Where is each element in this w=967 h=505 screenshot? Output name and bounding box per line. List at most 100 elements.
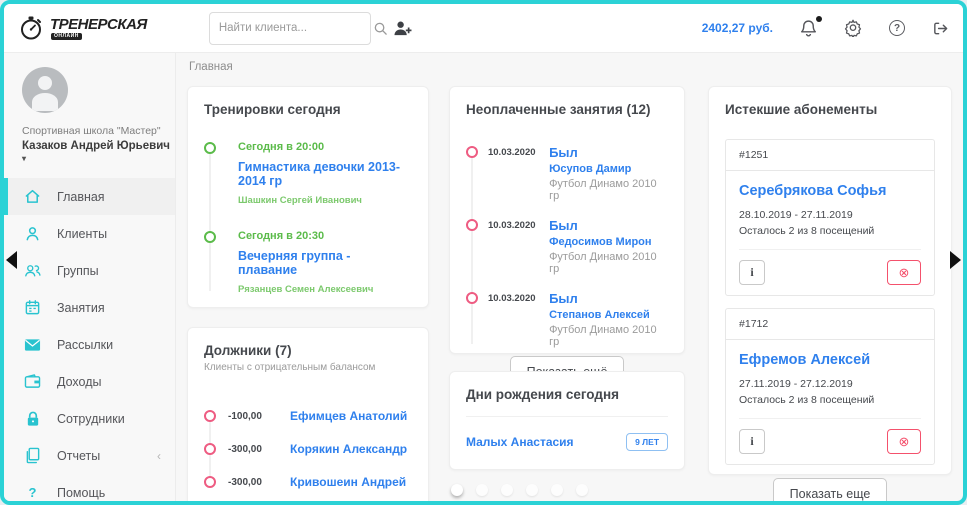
status-dot-green [204, 231, 216, 243]
subscription-number: #1712 [726, 309, 934, 340]
cancel-subscription-button[interactable]: ⊗ [886, 260, 921, 285]
circle-x-icon: ⊗ [898, 265, 910, 280]
sidebar-item-income[interactable]: Доходы [4, 363, 175, 400]
sidebar-item-groups[interactable]: Группы [4, 252, 175, 289]
people-icon [24, 262, 41, 279]
expired-subscriptions-card: Истекшие абонементы #1251 Серебрякова Со… [708, 86, 952, 501]
sidebar-item-staff[interactable]: Сотрудники [4, 400, 175, 437]
owner-name: Казаков Андрей Юрьевич [22, 140, 170, 152]
trainer-name: Рязанцев Семен Алексеевич [238, 284, 374, 295]
notification-dot [816, 16, 822, 22]
debt-amount: -300,00 [228, 443, 262, 455]
avatar[interactable] [22, 67, 68, 113]
home-icon [24, 188, 41, 205]
training-group-link[interactable]: Вечерняя группа - плавание [238, 249, 351, 277]
training-group-link[interactable]: Гимнастика девочки 2013-2014 гр [238, 160, 401, 188]
client-link[interactable]: Юсупов Дамир [549, 163, 632, 175]
sidebar: Спортивная школа "Мастер" Казаков Андрей… [4, 53, 176, 501]
status-dot-pink [204, 443, 216, 455]
breadcrumb: Главная [189, 61, 233, 73]
lesson-date: 10.03.2020 [487, 293, 536, 304]
documents-icon [24, 447, 41, 464]
attendance-link[interactable]: Был [549, 145, 578, 160]
debt-amount: -100,00 [228, 410, 262, 422]
training-time: Сегодня в 20:30 [238, 230, 325, 242]
status-dot-pink [204, 476, 216, 488]
status-dot-green [204, 142, 216, 154]
debtor-link[interactable]: Кривошеин Андрей [290, 475, 407, 489]
trainings-today-card: Тренировки сегодня Сегодня в 20:00 Гимна… [187, 86, 429, 308]
sidebar-item-clients[interactable]: Клиенты [4, 215, 175, 252]
owner-menu[interactable]: Казаков Андрей Юрьевич ▾ [22, 140, 175, 164]
status-dot-pink [465, 219, 478, 231]
lock-icon [24, 410, 41, 427]
sidebar-item-help[interactable]: ? Помощь [4, 474, 175, 501]
card-title: Дни рождения сегодня [465, 387, 619, 402]
subscription-client-link[interactable]: Ефремов Алексей [739, 352, 871, 368]
client-search[interactable] [208, 11, 387, 45]
calendar-icon [24, 299, 41, 316]
search-input[interactable] [218, 22, 373, 34]
birthday-row: Малых Анастасия 9 ЛЕТ [465, 433, 669, 451]
birthday-client-link[interactable]: Малых Анастасия [465, 435, 574, 449]
sidebar-item-label: Клиенты [57, 226, 108, 241]
card-title: Тренировки сегодня [204, 102, 341, 117]
search-icon[interactable] [373, 21, 388, 36]
debtor-link[interactable]: Ефимцев Анатолий [290, 409, 408, 423]
school-name: Спортивная школа "Мастер" [22, 125, 161, 137]
client-link[interactable]: Степанов Алексей [549, 309, 650, 321]
settings-gear-icon[interactable] [844, 19, 862, 37]
caret-down-icon: ▾ [22, 154, 27, 163]
debtors-card: Должники (7) Клиенты с отрицательным бал… [187, 327, 429, 501]
training-item: Сегодня в 20:00 Гимнастика девочки 2013-… [204, 141, 412, 206]
main-content: Главная Тренировки сегодня Сегодня в 20:… [176, 53, 963, 501]
subscription-client-link[interactable]: Серебрякова Софья [739, 183, 887, 199]
client-link[interactable]: Федосимов Мирон [549, 236, 652, 248]
info-button[interactable]: i [739, 260, 766, 285]
sidebar-item-reports[interactable]: Отчеты ‹ [4, 437, 175, 474]
add-client-icon[interactable] [393, 20, 412, 37]
group-label: Футбол Динамо 2010 гр [549, 324, 657, 348]
lesson-date: 10.03.2020 [487, 220, 536, 231]
mail-icon [24, 336, 41, 353]
show-more-button[interactable]: Показать еще [772, 478, 888, 501]
logout-icon[interactable] [932, 20, 949, 37]
card-title: Должники (7) [204, 343, 292, 358]
question-icon: ? [28, 485, 37, 500]
notifications-bell-icon[interactable] [800, 16, 822, 37]
subscription-visits-left: Осталось 2 из 8 посещений [739, 394, 875, 406]
sidebar-item-home[interactable]: Главная [4, 178, 175, 215]
attendance-link[interactable]: Был [549, 291, 578, 306]
sidebar-item-lessons[interactable]: Занятия [4, 289, 175, 326]
age-badge: 9 ЛЕТ [626, 433, 669, 451]
sidebar-item-label: Группы [57, 263, 99, 278]
carousel-dot[interactable] [500, 484, 513, 496]
chevron-left-icon: ‹ [157, 448, 161, 463]
carousel-dot[interactable] [525, 484, 538, 496]
debt-amount: -300,00 [228, 476, 262, 488]
subscription-period: 28.10.2019 - 27.11.2019 [739, 209, 853, 221]
brand-name: ТРЕНЕРСКАЯ [50, 15, 147, 33]
cancel-subscription-button[interactable]: ⊗ [886, 429, 921, 454]
sidebar-item-label: Доходы [57, 374, 102, 389]
debtor-link[interactable]: Корякин Александр [290, 442, 408, 456]
attendance-link[interactable]: Был [549, 218, 578, 233]
wallet-icon [24, 373, 41, 390]
sidebar-item-label: Сотрудники [57, 411, 125, 426]
status-dot-pink [465, 146, 478, 158]
sidebar-item-label: Главная [57, 189, 105, 204]
info-button[interactable]: i [739, 429, 766, 454]
brand-logo[interactable]: ТРЕНЕРСКАЯ ОНЛАЙН [18, 15, 147, 41]
subscription-card: #1251 Серебрякова Софья 28.10.2019 - 27.… [725, 139, 935, 296]
carousel-dot[interactable] [475, 484, 488, 496]
carousel-prev-arrow-icon[interactable] [6, 251, 17, 269]
carousel-dot[interactable] [450, 484, 463, 496]
carousel-dot[interactable] [575, 484, 588, 496]
help-icon[interactable]: ? [889, 20, 905, 36]
account-balance[interactable]: 2402,27 руб. [701, 21, 773, 35]
carousel-dot[interactable] [550, 484, 563, 496]
carousel-next-arrow-icon[interactable] [950, 251, 961, 269]
group-label: Футбол Динамо 2010 гр [549, 251, 657, 275]
debtor-row: -300,00 Кривошеин Андрей [204, 475, 412, 489]
sidebar-item-mailings[interactable]: Рассылки [4, 326, 175, 363]
